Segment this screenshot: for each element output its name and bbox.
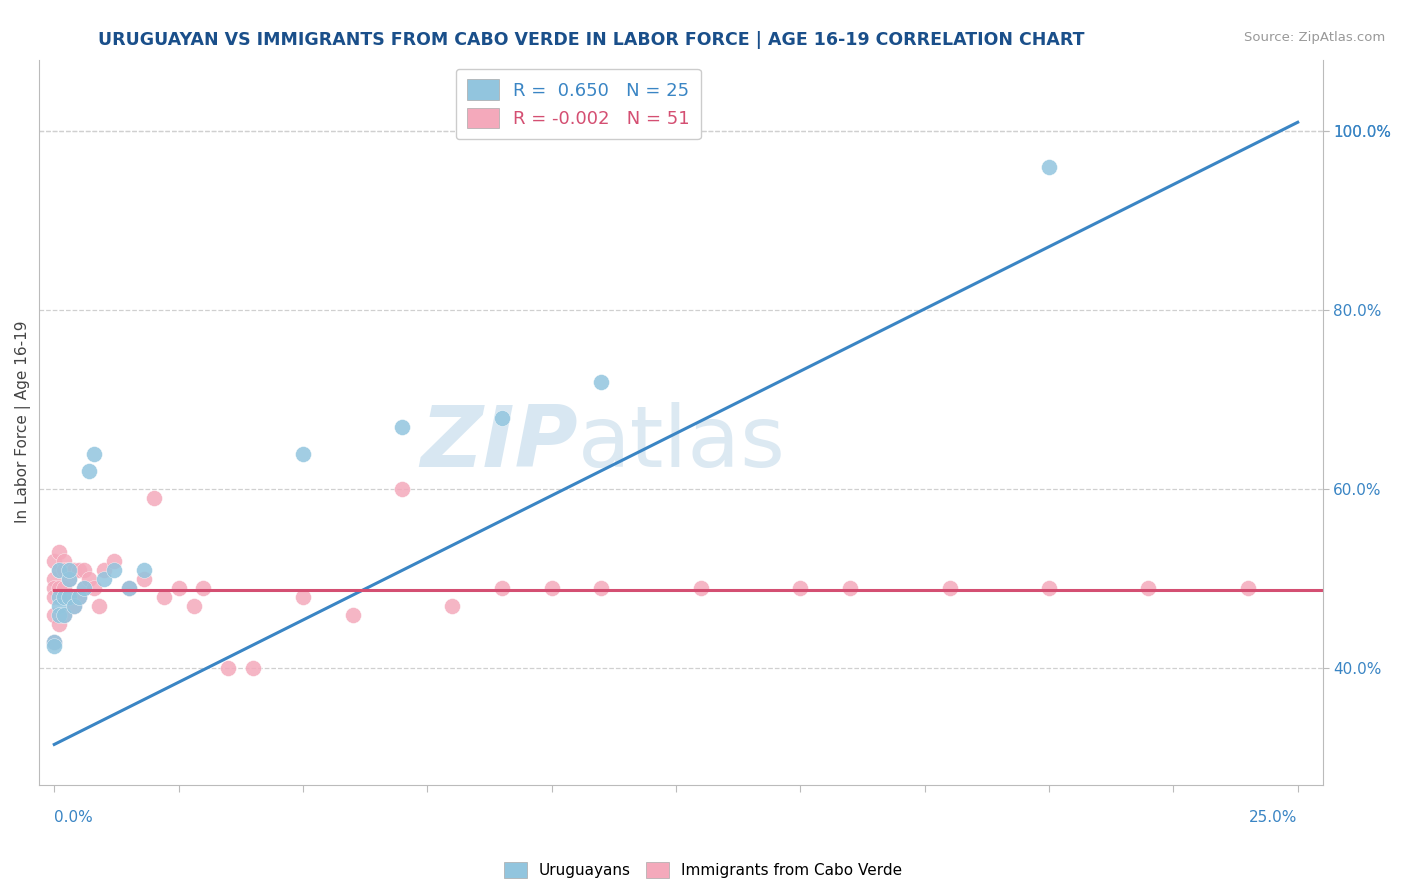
Point xyxy=(77,572,100,586)
Point xyxy=(118,581,141,595)
Legend: Uruguayans, Immigrants from Cabo Verde: Uruguayans, Immigrants from Cabo Verde xyxy=(498,856,908,884)
Point xyxy=(1137,581,1160,595)
Point xyxy=(1038,581,1060,595)
Point xyxy=(48,599,70,613)
Point xyxy=(342,607,364,622)
Point xyxy=(152,590,174,604)
Point xyxy=(67,590,90,604)
Point xyxy=(839,581,862,595)
Point xyxy=(789,581,811,595)
Point xyxy=(44,639,66,653)
Point xyxy=(73,581,96,595)
Text: atlas: atlas xyxy=(578,402,786,485)
Point xyxy=(103,554,125,568)
Legend: R =  0.650   N = 25, R = -0.002   N = 51: R = 0.650 N = 25, R = -0.002 N = 51 xyxy=(456,69,702,139)
Point xyxy=(391,483,413,497)
Point xyxy=(58,590,80,604)
Point xyxy=(132,563,155,577)
Point xyxy=(1237,581,1260,595)
Point xyxy=(48,545,70,559)
Point xyxy=(591,581,613,595)
Point xyxy=(53,607,76,622)
Point xyxy=(142,491,165,506)
Point xyxy=(87,599,110,613)
Point xyxy=(53,563,76,577)
Y-axis label: In Labor Force | Age 16-19: In Labor Force | Age 16-19 xyxy=(15,321,31,524)
Point xyxy=(73,563,96,577)
Point xyxy=(67,563,90,577)
Point xyxy=(83,446,105,460)
Point xyxy=(44,581,66,595)
Point xyxy=(53,607,76,622)
Point xyxy=(1038,160,1060,174)
Text: Source: ZipAtlas.com: Source: ZipAtlas.com xyxy=(1244,31,1385,45)
Text: ZIP: ZIP xyxy=(420,402,578,485)
Point xyxy=(93,572,115,586)
Point xyxy=(63,563,86,577)
Point xyxy=(53,581,76,595)
Point xyxy=(44,607,66,622)
Point xyxy=(591,375,613,389)
Point xyxy=(291,590,314,604)
Point xyxy=(167,581,190,595)
Point xyxy=(48,581,70,595)
Point xyxy=(48,607,70,622)
Text: 0.0%: 0.0% xyxy=(55,810,93,825)
Point xyxy=(491,410,513,425)
Point xyxy=(44,590,66,604)
Point xyxy=(44,554,66,568)
Point xyxy=(58,572,80,586)
Point xyxy=(689,581,711,595)
Point xyxy=(53,590,76,604)
Point xyxy=(77,464,100,478)
Point xyxy=(67,590,90,604)
Point xyxy=(73,581,96,595)
Point xyxy=(93,563,115,577)
Point xyxy=(48,563,70,577)
Point xyxy=(217,661,239,675)
Point xyxy=(83,581,105,595)
Point xyxy=(193,581,215,595)
Point xyxy=(44,572,66,586)
Point xyxy=(58,572,80,586)
Point xyxy=(58,563,80,577)
Point xyxy=(291,446,314,460)
Point xyxy=(132,572,155,586)
Point xyxy=(44,634,66,648)
Point xyxy=(58,563,80,577)
Point xyxy=(103,563,125,577)
Point xyxy=(242,661,264,675)
Point xyxy=(938,581,960,595)
Point xyxy=(53,554,76,568)
Point xyxy=(48,590,70,604)
Text: URUGUAYAN VS IMMIGRANTS FROM CABO VERDE IN LABOR FORCE | AGE 16-19 CORRELATION C: URUGUAYAN VS IMMIGRANTS FROM CABO VERDE … xyxy=(98,31,1085,49)
Point xyxy=(63,599,86,613)
Point xyxy=(540,581,562,595)
Point xyxy=(491,581,513,595)
Point xyxy=(63,599,86,613)
Point xyxy=(48,616,70,631)
Point xyxy=(58,590,80,604)
Point xyxy=(118,581,141,595)
Point xyxy=(44,634,66,648)
Point xyxy=(441,599,464,613)
Text: 25.0%: 25.0% xyxy=(1250,810,1298,825)
Point xyxy=(391,419,413,434)
Point xyxy=(48,563,70,577)
Point xyxy=(183,599,205,613)
